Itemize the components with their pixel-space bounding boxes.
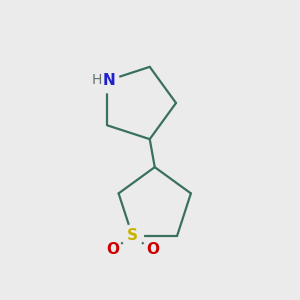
- Text: O: O: [106, 242, 119, 257]
- Circle shape: [102, 240, 122, 260]
- Circle shape: [142, 240, 162, 260]
- Text: O: O: [146, 242, 159, 257]
- Circle shape: [95, 69, 119, 93]
- Circle shape: [122, 225, 143, 247]
- Text: S: S: [127, 228, 138, 243]
- Text: N: N: [103, 73, 116, 88]
- Text: H: H: [92, 73, 102, 87]
